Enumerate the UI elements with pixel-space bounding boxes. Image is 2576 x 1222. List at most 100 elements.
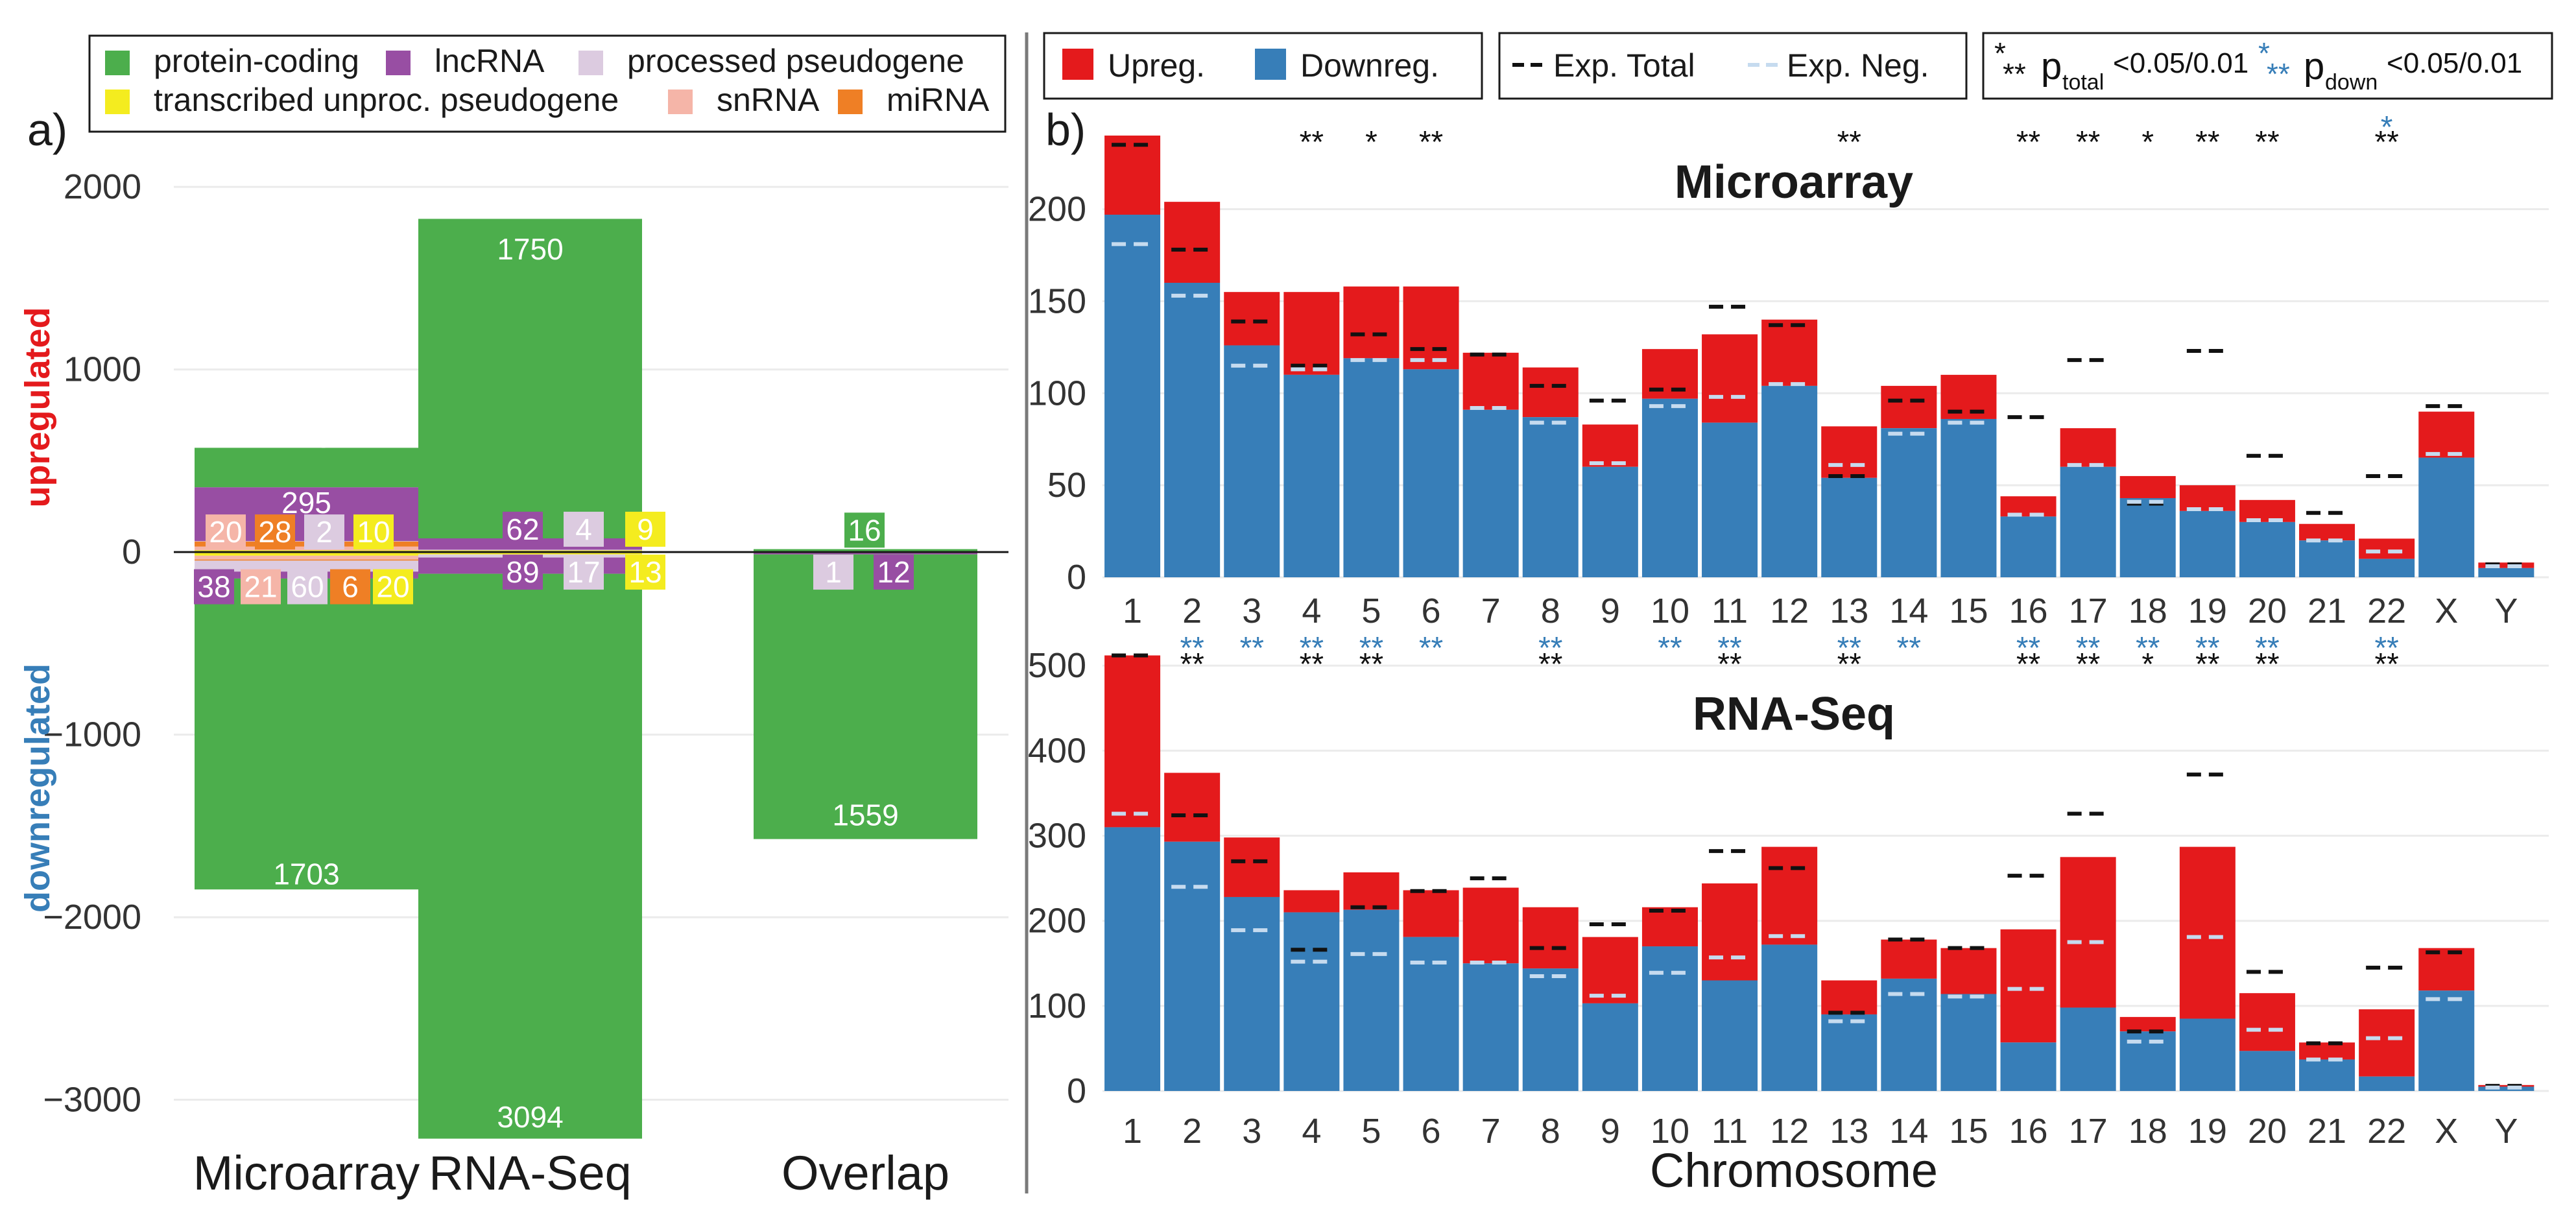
bar-downregulated [1821,477,1878,577]
bar-upregulated [1224,292,1280,346]
bar-upregulated [1224,837,1280,897]
x-tick-chromosome: 10 [1651,1112,1689,1151]
significance-total: ** [1300,125,1324,160]
bar-downregulated [2418,457,2475,577]
bar-downregulated [1761,385,1818,577]
panel-a-y-ticks: 2000 1000 0 −1000 −2000 −3000 [43,167,141,1119]
bar-downregulated [2000,1042,2057,1091]
x-category-label: Microarray [193,1146,420,1200]
value-tag-text: 21 [244,570,277,604]
value-tag-box [353,514,394,550]
value-tag-box [564,555,604,590]
legend-p-down: p [2304,45,2324,88]
bar-downregulated [2179,1018,2236,1091]
bar-upregulated [1821,980,1878,1014]
bar-upregulated [1462,352,1519,410]
value-tag-text: 38 [197,570,230,604]
bar-upregulated [1164,773,1221,842]
value-tag-text: 20 [376,570,409,604]
significance-total: ** [1538,647,1562,682]
bar-down-snrna [195,555,418,560]
x-tick-chromosome: 19 [2188,592,2227,630]
value-tag-text: 2 [316,515,333,549]
significance-total: ** [2374,125,2398,160]
value-tag-box [625,555,665,590]
bar-downregulated [1761,944,1818,1091]
bar-downregulated [2359,558,2415,577]
x-tick-chromosome: 18 [2129,592,2167,630]
x-tick-chromosome: 12 [1770,592,1809,630]
bar-up-protein-coding [754,549,977,553]
segment-value-label: 1703 [273,857,339,891]
significance-down: ** [2195,631,2219,665]
bar-upregulated [1403,890,1459,937]
legend-box-expected [1498,32,1968,100]
bar-up-protein-coding [195,448,418,488]
value-tag-box [304,514,344,550]
x-tick-chromosome: 20 [2248,592,2287,630]
x-axis-label-chromosome: Chromosome [1650,1144,1938,1197]
x-tick-chromosome: 8 [1541,592,1560,630]
y-tick-label: 50 [1047,466,1086,505]
significance-down: ** [1837,631,1861,665]
panel-a-legend: protein-coding lncRNA processed pseudogene… [88,34,1007,133]
subplot-title: RNA-Seq [1693,688,1895,740]
bar-upregulated [1940,948,1997,994]
x-tick-chromosome: 2 [1182,592,1202,630]
bar-downregulated [1641,398,1698,577]
bar-downregulated [1283,912,1340,1091]
y-label-upregulated: upregulated [18,307,57,507]
x-tick-chromosome: 7 [1481,592,1501,630]
x-tick-chromosome: 9 [1601,1112,1620,1151]
bar-upregulated [1104,136,1161,215]
x-tick-chromosome: 13 [1830,1112,1868,1151]
legend-sig-single-down: * [2258,36,2270,70]
value-tag-box [564,511,604,547]
panel-a-legend-box [88,34,1007,133]
significance-total: ** [2255,125,2279,160]
segment-value-label: 1559 [832,798,898,832]
significance-down: ** [1538,631,1562,665]
bar-downregulated [2060,1007,2116,1091]
bar-upregulated [2239,993,2295,1051]
value-tag-text: 13 [628,555,662,589]
y-tick-label: 0 [122,533,141,571]
bar-upregulated [1761,319,1818,386]
bar-upregulated [1702,883,1758,981]
x-tick-chromosome: X [2435,592,2458,630]
bar-upregulated [1522,907,1579,969]
legend-swatch-snrna [668,90,693,114]
bar-downregulated [1582,466,1638,577]
significance-total: ** [1359,647,1383,682]
bar-upregulated [2478,1084,2534,1087]
bar-downregulated [2478,1086,2534,1091]
significance-total: ** [2374,647,2398,682]
y-tick-label: 200 [1028,902,1086,940]
x-tick-chromosome: Y [2494,1112,2518,1151]
bar-down-transcribed-unproc-pseudogene [195,552,418,556]
bar-downregulated [1343,909,1400,1091]
significance-total: ** [2255,647,2279,682]
bar-downregulated [2299,1059,2355,1091]
bar-upregulated [2299,523,2355,541]
value-tag-box [241,569,281,605]
legend-swatch-protein-coding [105,51,130,75]
significance-down: ** [2016,631,2040,665]
bar-down-protein-coding [754,554,977,839]
x-tick-chromosome: 22 [2367,1112,2406,1151]
x-tick-chromosome: 6 [1422,592,1441,630]
bar-downregulated [1104,827,1161,1091]
x-tick-chromosome: 10 [1651,592,1689,630]
bar-upregulated [1462,887,1519,964]
x-tick-chromosome: 11 [1711,1112,1748,1151]
value-tag-text: 60 [291,570,324,604]
significance-down: ** [2076,631,2100,665]
value-tag-text: 12 [877,555,910,589]
legend-label: transcribed unproc. pseudogene [154,82,619,118]
bar-downregulated [1881,978,1937,1091]
bar-downregulated [1224,345,1280,577]
value-tag-text: 89 [506,555,539,589]
x-tick-chromosome: 5 [1361,1112,1381,1151]
bar-downregulated [1224,896,1280,1091]
